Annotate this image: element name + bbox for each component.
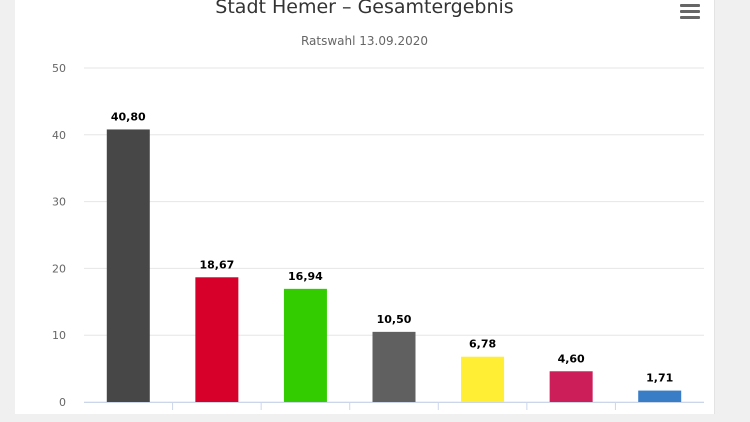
bar-spd[interactable] <box>195 277 239 402</box>
bar-uwg[interactable] <box>283 288 327 402</box>
y-tick-label-30: 30 <box>52 196 66 209</box>
bottom-band <box>0 414 750 422</box>
chart-title: Stadt Hemer – Gesamtergebnis <box>215 0 514 18</box>
data-label-gah: 10,50 <box>377 313 412 326</box>
y-tick-label-50: 50 <box>52 62 66 75</box>
chart-subtitle: Ratswahl 13.09.2020 <box>300 34 428 48</box>
data-label-die-linke: 4,60 <box>558 352 585 365</box>
bar-afd[interactable] <box>638 390 682 402</box>
data-label-fdp: 6,78 <box>469 338 496 351</box>
data-label-spd: 18,67 <box>199 258 234 271</box>
bar-die-linke[interactable] <box>549 371 593 402</box>
bar-fdp[interactable] <box>461 356 505 402</box>
bars <box>106 129 682 402</box>
y-axis: 0 10 20 30 40 50 <box>52 62 66 409</box>
data-label-cdu: 40,80 <box>111 110 146 123</box>
bar-cdu[interactable] <box>106 129 150 402</box>
data-label-uwg: 16,94 <box>288 270 323 283</box>
data-labels: 40,80 18,67 16,94 10,50 6,78 4,60 1,71 <box>111 110 673 384</box>
y-tick-label-40: 40 <box>52 129 66 142</box>
y-tick-label-0: 0 <box>59 396 66 409</box>
hamburger-menu-icon[interactable] <box>680 4 700 22</box>
y-tick-label-10: 10 <box>52 329 66 342</box>
y-tick-label-20: 20 <box>52 262 66 275</box>
data-label-afd: 1,71 <box>646 372 673 385</box>
bar-gah[interactable] <box>372 331 416 402</box>
